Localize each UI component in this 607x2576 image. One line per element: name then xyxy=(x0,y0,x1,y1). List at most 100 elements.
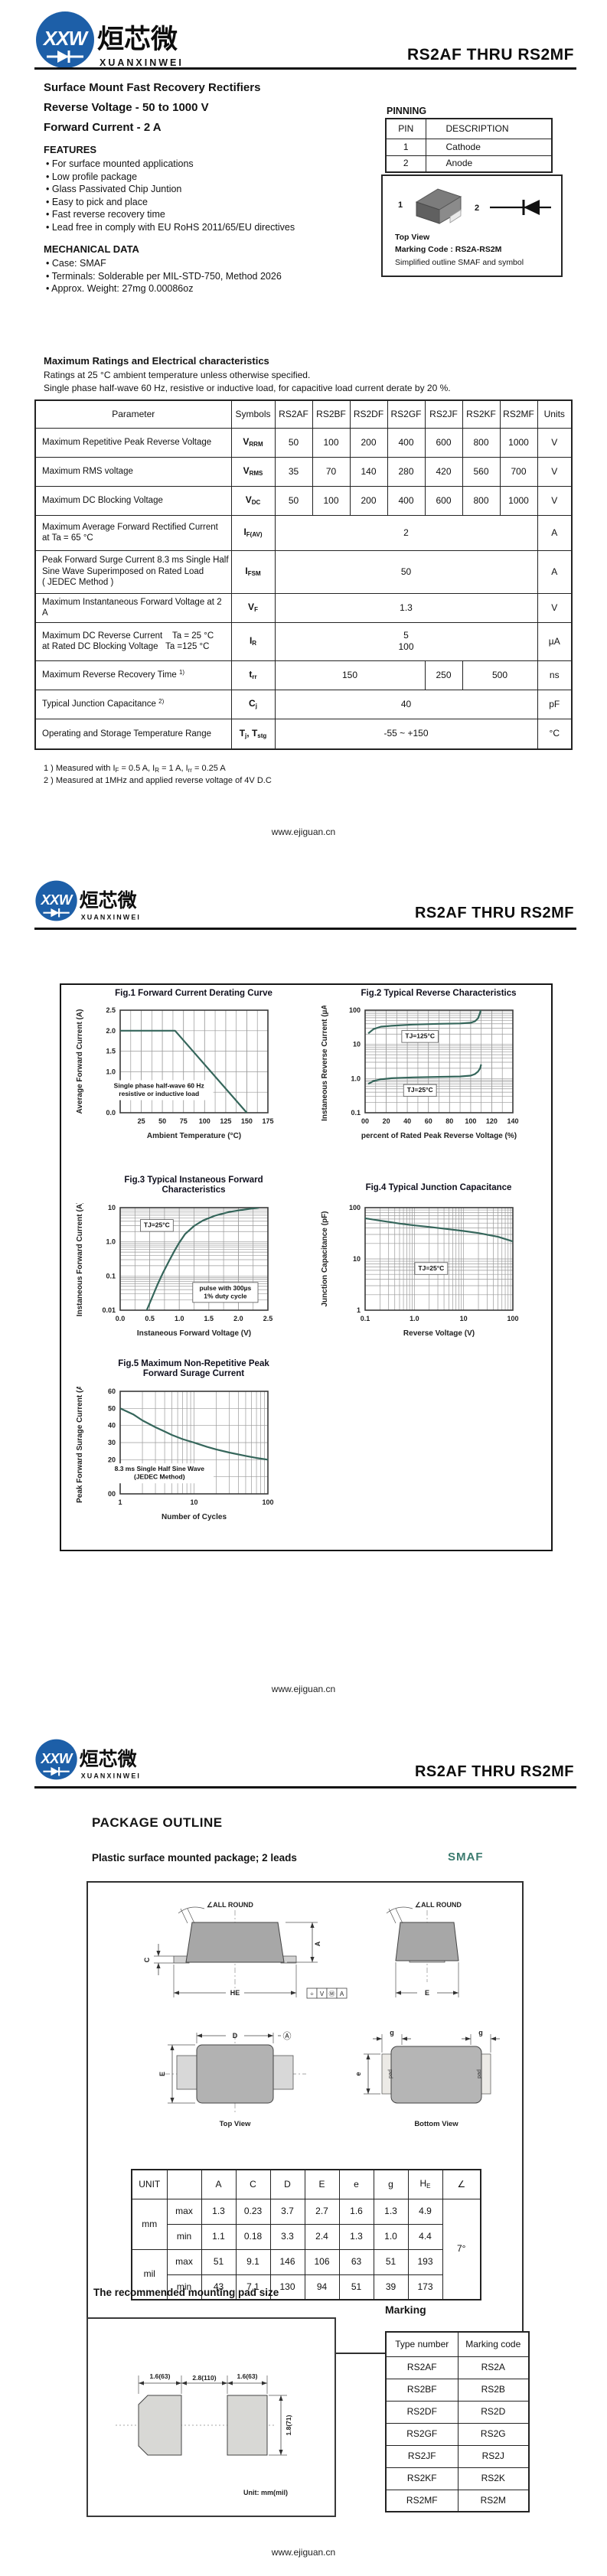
svg-text:Instaneous Forward Current (A): Instaneous Forward Current (A) xyxy=(76,1203,84,1316)
pad-label: pad xyxy=(477,2069,482,2079)
cell: RS2DF xyxy=(385,2400,459,2424)
cell: Maximum Instantaneous Forward Voltage at… xyxy=(34,592,232,623)
cell: Anode xyxy=(425,155,553,173)
svg-text:60: 60 xyxy=(108,1387,116,1395)
cell: max xyxy=(166,2248,202,2275)
cell: RS2KF xyxy=(462,399,501,429)
cell: RS2B xyxy=(457,2378,530,2402)
cell: RS2K xyxy=(457,2467,530,2490)
svg-text:0.0: 0.0 xyxy=(106,1109,116,1117)
pad-dim-height: 1.8(71) xyxy=(285,2415,292,2435)
cell: 51 xyxy=(201,2248,237,2275)
header-rule xyxy=(34,928,576,930)
cell: D xyxy=(269,2169,305,2199)
cell: 39 xyxy=(373,2274,409,2300)
feature-item: • Low profile package xyxy=(46,171,138,182)
svg-text:60: 60 xyxy=(425,1117,432,1125)
footnote-1: 1 ) Measured with IF = 0.5 A, IR = 1 A, … xyxy=(44,764,226,774)
all-round-label: ∠ALL ROUND xyxy=(415,1901,462,1909)
package-preview-box: 1 2 Top View Marking Code : RS2A-RS2M Si… xyxy=(381,174,563,277)
svg-text:100: 100 xyxy=(349,1204,361,1211)
logo-name-zh: 烜芯微 xyxy=(97,24,178,54)
svg-text:100: 100 xyxy=(465,1117,476,1125)
cell: RS2BF xyxy=(312,399,351,429)
svg-text:TJ=25°C: TJ=25°C xyxy=(407,1086,433,1094)
cell: 50 xyxy=(274,549,538,594)
cell: max xyxy=(166,2198,202,2225)
cell: RS2MF xyxy=(385,2489,459,2512)
cell: 400 xyxy=(387,427,426,458)
svg-text:0.1: 0.1 xyxy=(106,1272,116,1280)
cell: RS2KF xyxy=(385,2467,459,2490)
cell: 35 xyxy=(274,456,313,487)
company-logo: XXW 烜芯微 XUANXINWEI xyxy=(35,880,139,921)
figure-5-chart: 11010000102030405060Number of CyclesPeak… xyxy=(76,1387,274,1521)
svg-text:1: 1 xyxy=(118,1498,122,1506)
svg-text:pulse with 300µs: pulse with 300µs xyxy=(200,1284,252,1292)
svg-text:Single phase half-wave 60 Hz: Single phase half-wave 60 Hz xyxy=(114,1082,204,1090)
svg-text:100: 100 xyxy=(349,1006,361,1014)
pinning-heading: PINNING xyxy=(387,106,427,116)
pad-size-heading: The recommended mounting pad size xyxy=(93,2287,279,2298)
cell: RS2A xyxy=(457,2356,530,2379)
feature-item: • Glass Passivated Chip Juntion xyxy=(46,184,182,194)
logo-name-zh: 烜芯微 xyxy=(80,1749,137,1770)
cell: RS2JF xyxy=(424,399,463,429)
svg-text:10: 10 xyxy=(190,1498,197,1506)
svg-text:100: 100 xyxy=(507,1315,518,1322)
cell: 106 xyxy=(304,2248,340,2275)
cell: 800 xyxy=(462,427,501,458)
mounting-pad-box: 1.6(63) 2.8(110) 1.6(63) 1.8(71) Unit: m… xyxy=(86,2317,336,2517)
cell: 94 xyxy=(304,2274,340,2300)
cell: pF xyxy=(537,689,573,719)
cell: 1.3 xyxy=(338,2223,374,2250)
cell: 1.3 xyxy=(373,2198,409,2225)
cell: 1.3 xyxy=(201,2198,237,2225)
pad-unit-label: Unit: mm(mil) xyxy=(243,2489,288,2496)
svg-text:75: 75 xyxy=(180,1117,188,1125)
svg-text:Reverse Voltage (V): Reverse Voltage (V) xyxy=(403,1329,475,1338)
cell: VDC xyxy=(230,485,276,516)
footer-website: www.ejiguan.cn xyxy=(271,827,336,837)
mounting-pad-drawing: 1.6(63) 2.8(110) 1.6(63) 1.8(71) Unit: m… xyxy=(116,2372,292,2496)
ratings-note-2: Single phase half-wave 60 Hz, resistive … xyxy=(44,383,451,393)
cell: 600 xyxy=(424,427,463,458)
cell: RS2D xyxy=(457,2400,530,2424)
logo-monogram: XXW xyxy=(41,892,73,908)
cell: IFSM xyxy=(230,549,276,594)
svg-text:125: 125 xyxy=(220,1117,231,1125)
cell: min xyxy=(166,2223,202,2250)
dim-g-label: g xyxy=(390,2029,394,2036)
svg-text:1: 1 xyxy=(357,1306,361,1314)
svg-text:2.0: 2.0 xyxy=(233,1315,243,1322)
cell: 2 xyxy=(274,514,538,551)
cell: ns xyxy=(537,660,573,690)
svg-text:0.01: 0.01 xyxy=(102,1306,116,1314)
svg-text:30: 30 xyxy=(108,1439,116,1446)
svg-text:120: 120 xyxy=(486,1117,498,1125)
logo-circle xyxy=(36,11,94,68)
cell: 250 xyxy=(424,660,463,690)
figure-3-title-2: Characteristics xyxy=(162,1185,226,1195)
svg-text:Instaneous Reverse Current (µA: Instaneous Reverse Current (µA) xyxy=(321,1006,329,1121)
figure-3-title: Fig.3 Typical Instaneous Forward xyxy=(124,1176,263,1185)
dim-E-label: E xyxy=(158,2072,166,2076)
svg-text:1.0: 1.0 xyxy=(351,1074,361,1082)
ratings-heading: Maximum Ratings and Electrical character… xyxy=(44,355,269,367)
cell: RS2DF xyxy=(349,399,388,429)
cell: A xyxy=(537,549,573,594)
cell: Marking code xyxy=(457,2331,530,2357)
cell: 2.7 xyxy=(304,2198,340,2225)
cell: 100 xyxy=(312,485,351,516)
cell: 1000 xyxy=(499,427,538,458)
cell: 800 xyxy=(462,485,501,516)
doc-subtitle-1: Surface Mount Fast Recovery Rectifiers xyxy=(44,81,261,94)
cell: 4.4 xyxy=(407,2223,443,2250)
svg-text:10: 10 xyxy=(108,1204,116,1211)
svg-text:Junction Capacitance (pF): Junction Capacitance (pF) xyxy=(321,1211,329,1306)
svg-text:percent of Rated Peak Reverse: percent of Rated Peak Reverse Voltage (%… xyxy=(361,1132,517,1140)
svg-text:2.5: 2.5 xyxy=(263,1315,273,1322)
cell: C xyxy=(235,2169,271,2199)
figure-4-title: Fig.4 Typical Junction Capacitance xyxy=(365,1183,512,1192)
svg-text:V: V xyxy=(320,1991,325,1997)
